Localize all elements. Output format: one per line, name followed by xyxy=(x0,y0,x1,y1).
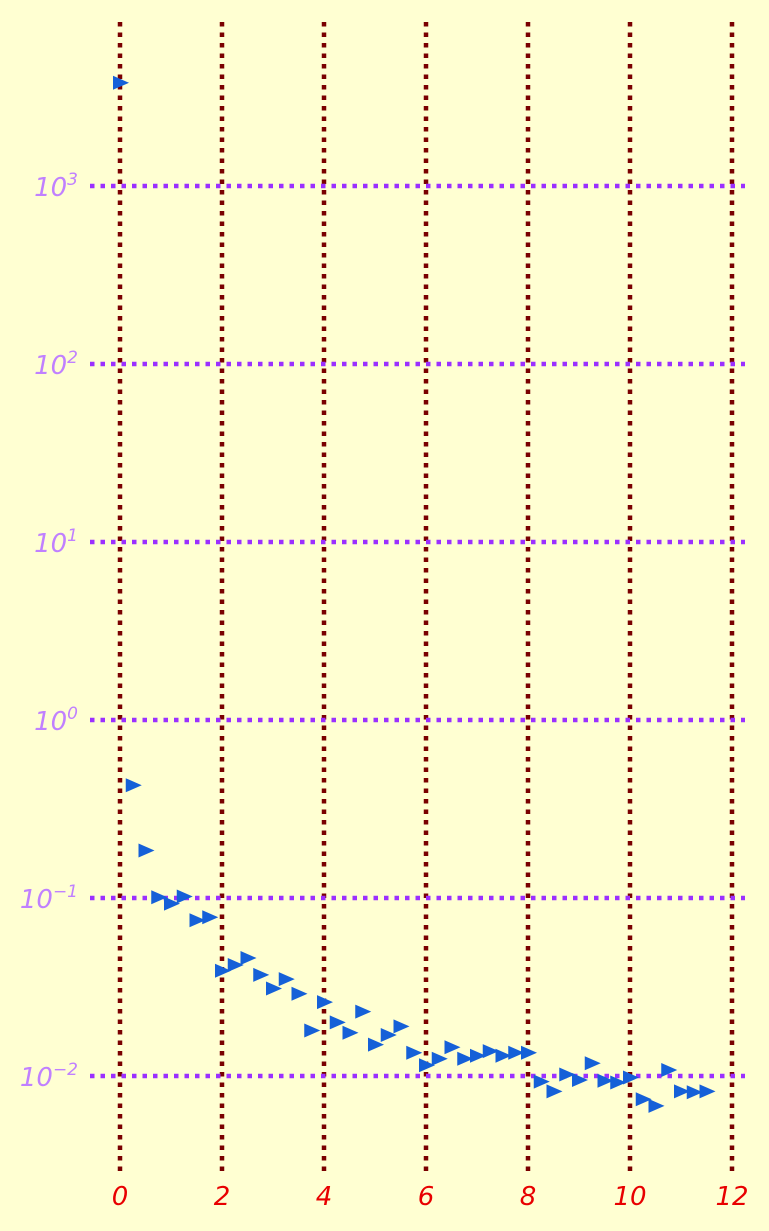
y-tick-label: 102 xyxy=(34,348,78,381)
x-tick-label: 6 xyxy=(418,1182,435,1212)
data-point xyxy=(546,1084,563,1099)
data-point xyxy=(151,890,168,905)
data-point xyxy=(227,958,244,973)
data-point xyxy=(189,913,206,928)
x-tick-label: 12 xyxy=(715,1182,748,1212)
data-point xyxy=(419,1058,435,1073)
data-point xyxy=(572,1072,588,1087)
data-point xyxy=(253,967,270,982)
data-point xyxy=(495,1048,512,1063)
data-point xyxy=(304,1023,321,1038)
data-point xyxy=(457,1051,474,1066)
data-point xyxy=(686,1085,703,1100)
data-point xyxy=(215,963,231,978)
data-point xyxy=(470,1048,486,1063)
data-points xyxy=(113,75,716,1113)
data-point xyxy=(329,1015,346,1030)
data-point xyxy=(266,981,282,996)
x-tick-label: 0 xyxy=(112,1182,129,1212)
data-point xyxy=(240,951,257,966)
data-point xyxy=(533,1074,550,1089)
data-point xyxy=(521,1045,537,1060)
data-point xyxy=(380,1027,397,1042)
data-point xyxy=(584,1056,601,1071)
y-tick-label: 103 xyxy=(34,170,78,203)
data-point xyxy=(113,75,129,90)
data-point xyxy=(164,896,180,911)
data-point xyxy=(597,1073,614,1088)
data-point xyxy=(291,986,308,1001)
data-point xyxy=(406,1045,423,1060)
data-point xyxy=(699,1084,716,1099)
data-point xyxy=(278,972,295,987)
data-point xyxy=(508,1045,525,1060)
x-gridlines xyxy=(117,22,735,1172)
y-tick-labels: 103 102 101 100 10−1 10−2 xyxy=(20,170,78,1093)
data-point xyxy=(610,1075,627,1090)
y-tick-label: 101 xyxy=(34,526,78,559)
data-point xyxy=(635,1092,652,1107)
y-gridlines xyxy=(90,183,745,1079)
data-point xyxy=(661,1063,678,1078)
data-point xyxy=(125,778,142,793)
x-tick-label: 8 xyxy=(520,1182,537,1212)
data-point xyxy=(202,910,219,925)
data-point xyxy=(393,1019,410,1034)
data-point xyxy=(368,1037,384,1052)
data-point xyxy=(342,1025,359,1040)
data-point xyxy=(138,843,155,858)
data-point xyxy=(623,1070,639,1085)
data-point xyxy=(559,1067,576,1082)
data-point xyxy=(431,1051,448,1066)
x-tick-label: 4 xyxy=(316,1182,333,1212)
y-tick-label: 10−2 xyxy=(20,1060,78,1093)
data-point xyxy=(482,1044,499,1059)
x-tick-label: 10 xyxy=(613,1182,646,1212)
data-point xyxy=(176,889,193,904)
y-tick-label: 10−1 xyxy=(20,882,78,915)
data-point xyxy=(355,1004,372,1019)
x-tick-labels: 0 2 4 6 8 10 12 xyxy=(112,1182,749,1212)
data-point xyxy=(317,995,333,1010)
y-tick-label: 100 xyxy=(34,704,78,737)
data-point xyxy=(444,1040,461,1055)
x-tick-label: 2 xyxy=(214,1182,231,1212)
data-point xyxy=(648,1098,665,1113)
data-point xyxy=(674,1084,690,1099)
